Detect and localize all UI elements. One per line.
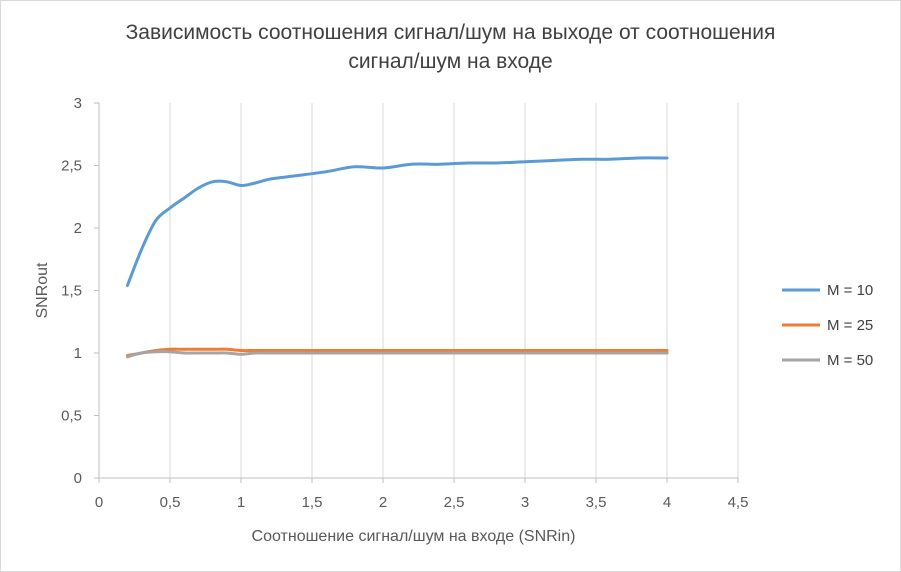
y-tick-label-3: 1,5 [61,283,82,300]
x-tick-label-9: 4,5 [728,494,749,511]
y-tick-labels: 0 0,5 1 1,5 2 2,5 3 [61,95,82,487]
x-tick-label-7: 3,5 [586,494,607,511]
y-tick-label-2: 1 [74,345,82,362]
chart-title-line-1: Зависимость соотношения сигнал/шум на вы… [125,21,776,44]
legend-label-3: M = 50 [827,352,873,369]
series-lines [125,156,669,359]
y-tick-label-0: 0 [74,470,82,487]
series-line-3 [125,350,669,359]
gridlines [169,103,739,478]
x-axis-title: Соотношение сигнал/шум на входе (SNRin) [252,528,576,545]
x-tick-label-5: 2,5 [444,494,465,511]
x-tick-labels: 0 0,5 1 1,5 2 2,5 3 3,5 4 4,5 [95,494,749,511]
chart-title-line-2: сигнал/шум на входе [348,50,553,73]
x-tick-label-2: 1 [237,494,245,511]
y-tick-label-6: 3 [74,95,82,112]
x-tick-label-1: 0,5 [160,494,181,511]
axes [94,102,739,483]
y-tick-label-5: 2,5 [61,158,82,175]
y-tick-label-4: 2 [74,220,82,237]
y-axis-title: SNRout [34,262,51,319]
legend: M = 10 M = 25 M = 50 [782,282,873,369]
x-tick-label-8: 4 [663,494,671,511]
x-tick-label-6: 3 [521,494,529,511]
legend-label-1: M = 10 [827,282,873,299]
y-tick-label-1: 0,5 [61,408,82,425]
x-tick-label-3: 1,5 [302,494,323,511]
series-line-1 [125,156,669,287]
x-tick-label-0: 0 [95,494,103,511]
chart-title: Зависимость соотношения сигнал/шум на вы… [0,18,901,76]
series-line-2 [125,347,669,357]
x-tick-label-4: 2 [379,494,387,511]
legend-label-2: M = 25 [827,317,873,334]
